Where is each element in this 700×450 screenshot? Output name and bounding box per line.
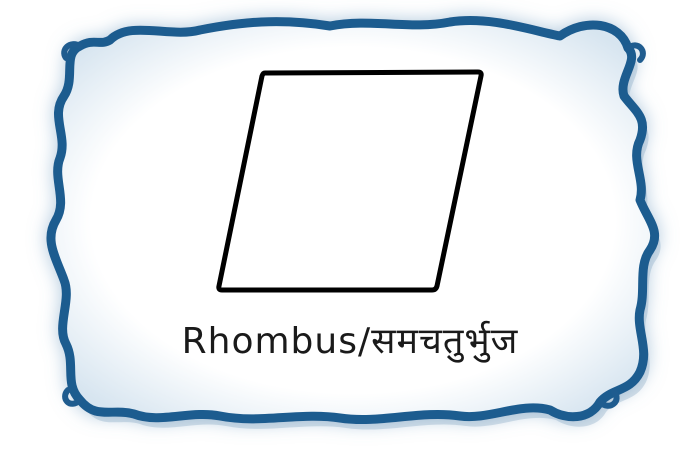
frame-curl-bottom-right	[597, 389, 620, 409]
caption-separator: /	[357, 321, 372, 362]
shape-name-english: Rhombus	[181, 321, 358, 362]
frame-curl-top-right	[625, 42, 646, 63]
frame-curl-bottom-left	[62, 387, 83, 407]
rhombus-shape	[216, 69, 484, 293]
frame-border	[46, 16, 660, 425]
frame-curl-top-left	[61, 41, 83, 61]
shape-name-hindi: समचतुर्भुज	[371, 321, 519, 362]
shape-caption: Rhombus/समचतुर्भुज	[0, 316, 700, 368]
